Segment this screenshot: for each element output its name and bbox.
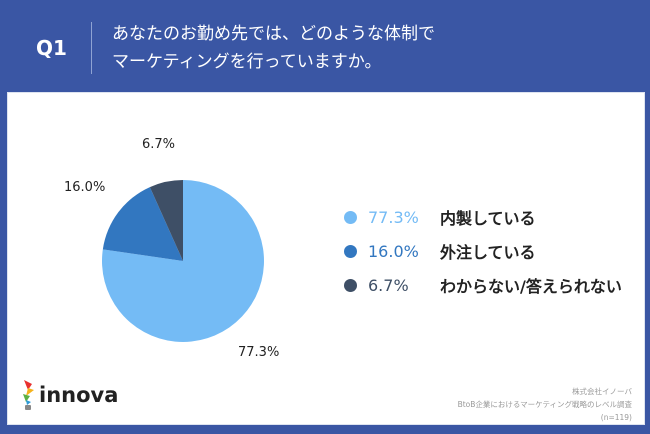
bulb-icon <box>23 380 34 410</box>
question-title: あなたのお勤め先では、どのような体制で マーケティングを行っていますか。 <box>112 20 632 76</box>
legend-item: 6.7% わからない/答えられない <box>344 273 622 297</box>
title-line-2: マーケティングを行っていますか。 <box>112 52 382 72</box>
data-label-0: 77.3% <box>238 345 280 360</box>
innova-logo: innova <box>20 378 118 412</box>
legend-pct: 16.0% <box>368 241 419 261</box>
title-line-1: あなたのお勤め先では、どのような体制で <box>112 24 435 44</box>
legend-label: 外注している <box>440 243 536 262</box>
logo-text: innova <box>39 383 119 407</box>
legend-label: わからない/答えられない <box>440 277 622 296</box>
legend-label: 内製している <box>440 209 536 228</box>
legend-dot <box>344 278 357 292</box>
company-name: 株式会社イノーバ <box>572 387 632 396</box>
data-label-1: 16.0% <box>64 180 106 195</box>
survey-name: BtoB企業におけるマーケティング戦略のレベル調査 <box>457 400 632 409</box>
legend-pct: 6.7% <box>368 275 409 295</box>
pie-slice-2 <box>149 180 183 261</box>
legend-item: 77.3% 内製している <box>344 205 536 229</box>
data-label-2: 6.7% <box>142 137 176 152</box>
divider <box>91 22 92 74</box>
legend-dot <box>344 244 357 258</box>
sample-size: (n=119) <box>600 413 632 422</box>
source-note: 株式会社イノーバ BtoB企業におけるマーケティング戦略のレベル調査 (n=11… <box>458 385 632 424</box>
question-number: Q1 <box>36 36 67 60</box>
pie-slice-1 <box>102 187 183 261</box>
legend-item: 16.0% 外注している <box>344 239 536 263</box>
legend-pct: 77.3% <box>368 207 419 227</box>
legend-dot <box>344 210 357 224</box>
